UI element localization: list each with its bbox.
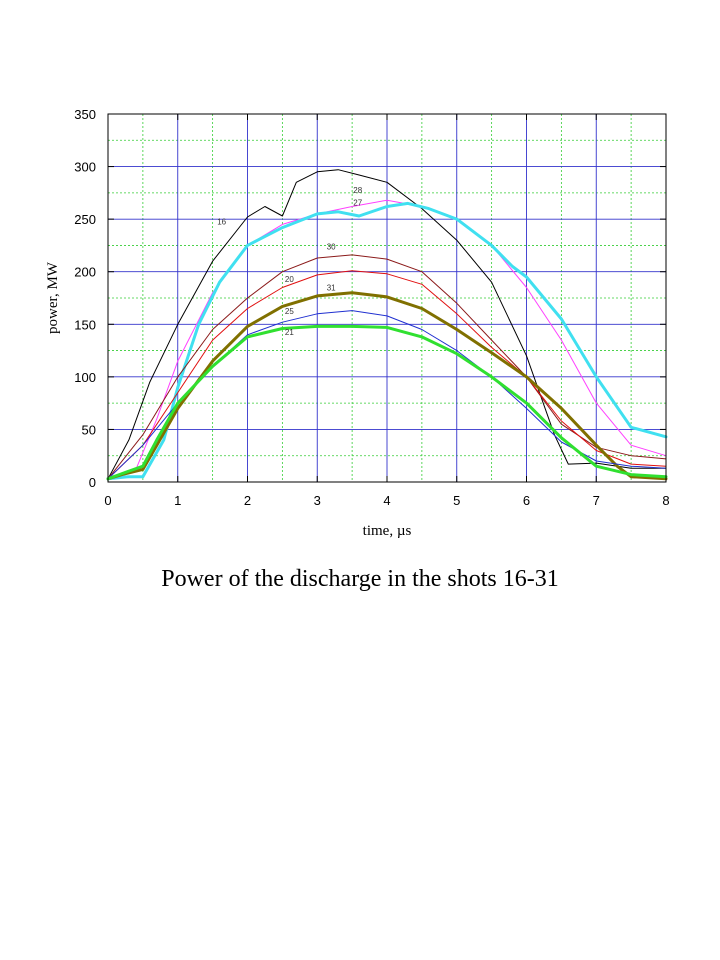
- curve-label-25: 25: [285, 307, 294, 316]
- x-tick-label: 8: [662, 493, 669, 508]
- y-tick-label: 250: [74, 212, 96, 227]
- curve-label-28: 28: [353, 186, 362, 195]
- y-tick-label: 300: [74, 160, 96, 175]
- x-axis-title: time, µs: [363, 523, 412, 539]
- series-line-16: [107, 169, 667, 480]
- y-axis-title: power, MW: [45, 261, 61, 334]
- y-tick-label: 350: [74, 107, 96, 122]
- figure-caption: Power of the discharge in the shots 16-3…: [161, 566, 559, 592]
- x-tick-label: 1: [174, 493, 181, 508]
- x-tick-label: 4: [383, 493, 390, 508]
- x-tick-label: 2: [244, 493, 251, 508]
- curve-label-16: 16: [217, 217, 226, 226]
- y-tick-label: 150: [74, 317, 96, 332]
- y-tick-label: 100: [74, 370, 96, 385]
- y-tick-label: 50: [82, 422, 96, 437]
- x-tick-label: 7: [593, 493, 600, 508]
- x-tick-label: 6: [523, 493, 530, 508]
- x-tick-label: 5: [453, 493, 460, 508]
- series-line-20: [107, 270, 667, 480]
- curve-label-31: 31: [327, 284, 336, 293]
- power-chart: 16 28 27 30 20 31 25 21 0 1 2 3 4 5 6 7 8 0 50 100 150 200 25…: [45, 107, 670, 539]
- y-tick-label: 200: [74, 265, 96, 280]
- series-line-21: [106, 324, 668, 481]
- y-tick-label: 0: [89, 475, 96, 490]
- series-line-31: [106, 291, 668, 481]
- chart-series: [106, 169, 668, 481]
- curve-label-27: 27: [353, 198, 362, 207]
- curve-label-21: 21: [285, 328, 294, 337]
- x-tick-label: 0: [104, 493, 111, 508]
- chart-axes: [107, 113, 667, 483]
- series-line-28: [107, 199, 667, 480]
- curve-labels: 16 28 27 30 20 31 25 21: [217, 186, 362, 337]
- curve-label-20: 20: [285, 275, 294, 284]
- series-line-30: [107, 254, 667, 480]
- series-line-27: [106, 201, 668, 481]
- tick-labels: 0 1 2 3 4 5 6 7 8 0 50 100 150 200 250 300 350: [74, 107, 669, 508]
- x-tick-label: 3: [314, 493, 321, 508]
- curve-label-30: 30: [327, 243, 336, 252]
